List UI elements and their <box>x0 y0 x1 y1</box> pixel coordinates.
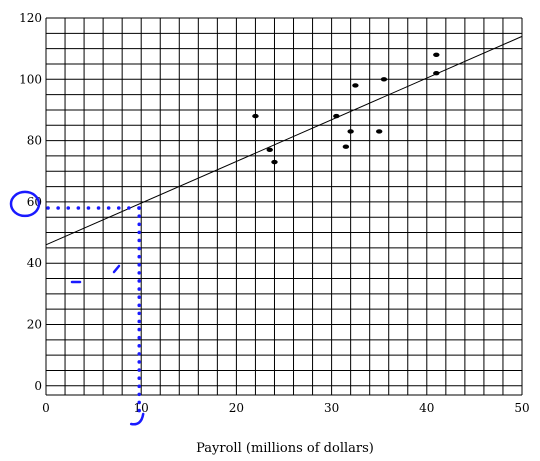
handwritten-annotations <box>9 190 145 426</box>
data-points <box>252 52 440 165</box>
x-axis-ticks: 0 10 20 30 40 50 <box>42 401 529 415</box>
y-tick-label: 80 <box>27 134 42 148</box>
data-point <box>433 52 440 57</box>
data-point <box>266 147 273 152</box>
x-tick-label: 0 <box>42 401 50 415</box>
data-point <box>352 83 359 88</box>
x-tick-label: 50 <box>514 401 529 415</box>
trend-line <box>45 35 523 246</box>
data-point <box>342 144 350 149</box>
chart-grid <box>45 17 523 396</box>
data-point <box>252 113 259 119</box>
y-tick-label: 100 <box>19 72 42 86</box>
data-point <box>433 70 440 76</box>
data-point <box>271 159 278 165</box>
annotation-hook <box>129 412 145 426</box>
y-tick-label: 20 <box>27 318 42 332</box>
y-tick-label: 120 <box>19 11 42 25</box>
data-point <box>333 113 340 119</box>
x-tick-label: 40 <box>419 401 434 415</box>
data-point <box>347 129 354 134</box>
data-point <box>376 129 383 134</box>
annotation-circle <box>9 190 41 218</box>
x-axis-label: Payroll (millions of dollars) <box>196 441 374 456</box>
x-tick-label: 30 <box>324 401 339 415</box>
y-tick-label: 0 <box>34 379 42 393</box>
x-tick-label: 20 <box>229 401 244 415</box>
annotation-mark <box>112 264 121 274</box>
data-point <box>380 77 388 82</box>
x-tick-label: 10 <box>134 401 149 415</box>
y-tick-label: 40 <box>27 256 42 270</box>
